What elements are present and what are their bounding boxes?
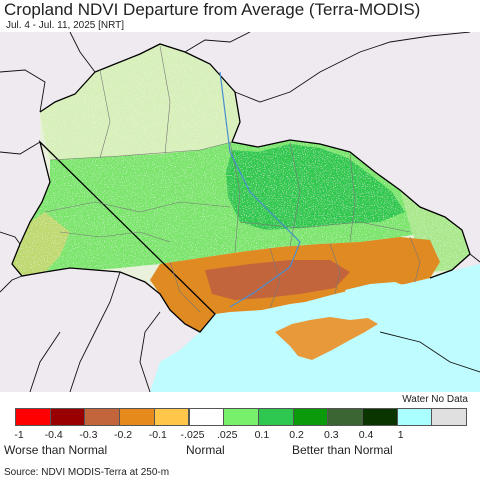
legend-tick-label: 1 (397, 429, 404, 441)
legend-swatch (257, 408, 294, 426)
ndvi-map (0, 32, 480, 392)
legend-normal-label: Normal (186, 443, 225, 457)
legend-tick-label: -0.4 (44, 429, 63, 441)
region-west (12, 212, 70, 276)
region-south-core (205, 260, 350, 300)
source-note: Source: NDVI MODIS-Terra at 250-m (4, 467, 170, 478)
legend-tick-label: -0.2 (114, 429, 133, 441)
legend-swatch (84, 408, 121, 426)
legend-worse-label: Worse than Normal (4, 443, 108, 457)
legend-swatch (119, 408, 155, 426)
legend-swatch (327, 408, 363, 426)
region-northeast-better (226, 144, 405, 230)
legend-tick-label: 0.1 (254, 429, 270, 441)
legend-tick-label: .025 (216, 429, 238, 441)
legend-tick-label: -.025 (180, 429, 205, 441)
map-title: Cropland NDVI Departure from Average (Te… (4, 0, 421, 19)
legend-swatch (15, 408, 51, 426)
legend-swatch (153, 408, 190, 426)
dnipro-river (219, 71, 301, 308)
legend-better-label: Better than Normal (292, 443, 393, 457)
water-no-data-label: Water No Data (402, 394, 468, 405)
legend-swatch (292, 408, 329, 426)
legend-tick-label: 0.4 (358, 429, 374, 441)
national-border (11, 43, 471, 333)
legend-tick-label: -0.1 (148, 429, 167, 441)
legend-swatch (223, 408, 259, 426)
legend-tick-label: -1 (14, 429, 24, 441)
neighbour-borders (0, 32, 480, 392)
region-east (400, 190, 470, 272)
legend-swatch (431, 408, 468, 426)
region-north-normal (40, 44, 240, 160)
legend-swatch (49, 408, 86, 426)
legend-swatch (362, 408, 398, 426)
legend-tick-label: -0.3 (79, 429, 98, 441)
map-date-range: Jul. 4 - Jul. 11, 2025 [NRT] (6, 20, 125, 31)
azov-sea (345, 282, 410, 302)
legend-swatch (188, 408, 225, 426)
legend-tick-label: 0.2 (289, 429, 304, 441)
crimea (275, 317, 378, 360)
legend-swatch (396, 408, 433, 426)
legend-tick-label: 0.3 (323, 429, 339, 441)
